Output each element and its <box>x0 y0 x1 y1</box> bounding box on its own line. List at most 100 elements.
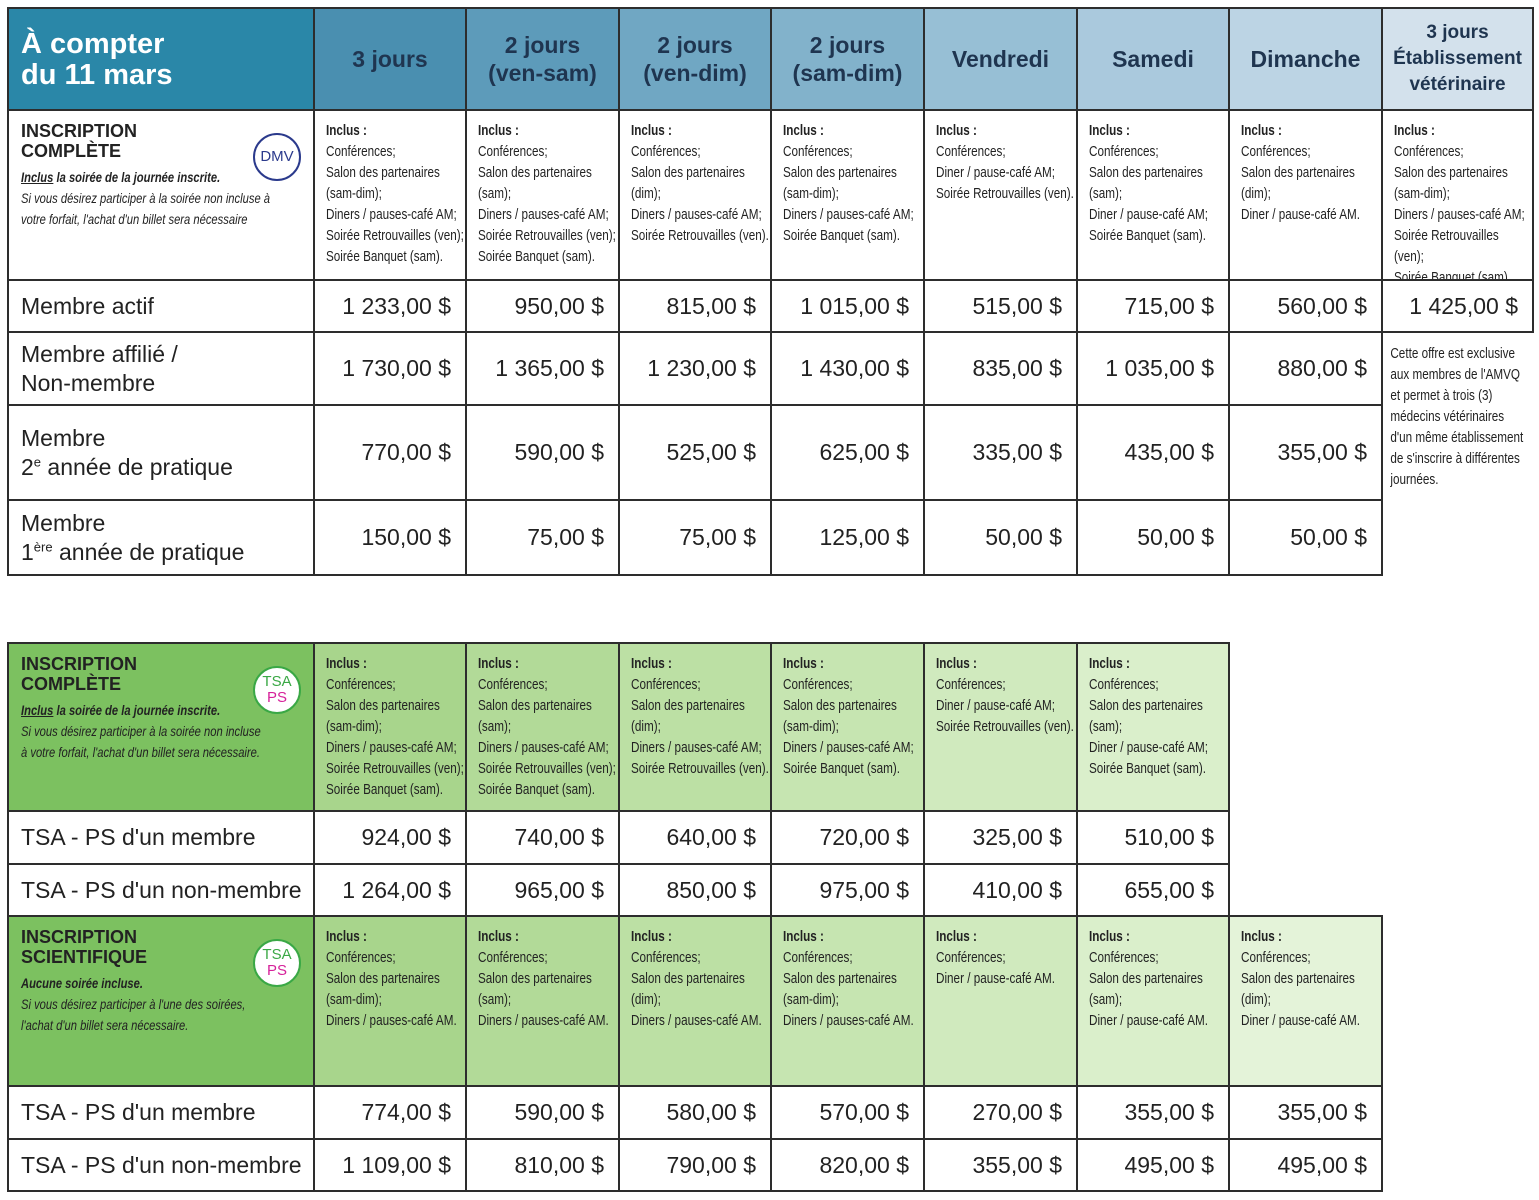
inclusion-cell: Inclus : Conférences; Salon des partenaire… <box>313 642 467 812</box>
price-cell: 1 035,00 $ <box>1076 331 1230 406</box>
price-text: 1 264,00 $ <box>342 876 451 903</box>
price-text: 835,00 $ <box>972 355 1062 381</box>
inclusion-item: Soirée Banquet (sam). <box>326 248 444 265</box>
inclusion-item: Soirée Retrouvailles (ven). <box>936 718 1074 735</box>
inclusion-item: Salon des partenaires <box>478 970 592 987</box>
row-label: Membre affilié / Non-membre <box>7 331 315 406</box>
label-text: Membre <box>21 424 106 451</box>
row-label-line: 1ère année de pratique <box>21 538 313 567</box>
price-cell: 570,00 $ <box>770 1085 925 1140</box>
inclusion-item: Diners / pauses-café AM; <box>478 739 609 756</box>
corner-line: À compter <box>21 28 165 60</box>
inclusion-item: Salon des partenaires <box>326 164 440 181</box>
row-label-line: TSA - PS d'un non-membre <box>21 1151 313 1180</box>
price-cell: 510,00 $ <box>1076 810 1230 865</box>
price-text: 770,00 $ <box>361 439 451 465</box>
row-label: TSA - PS d'un membre <box>7 810 315 865</box>
inclusion-item: Soirée Retrouvailles (ven). <box>936 185 1074 202</box>
row-label-line: Membre <box>21 424 313 453</box>
price-text: 740,00 $ <box>514 824 604 850</box>
inclusion-item: Diner / pause-café AM. <box>1241 206 1361 223</box>
inclusion-item: Salon des partenaires <box>783 697 897 714</box>
price-text: 50,00 $ <box>985 524 1062 550</box>
inclusion-list: Inclus : Conférences; Salon des partenaire… <box>1241 926 1381 1031</box>
inclusion-item: Diner / pause-café AM; <box>1089 206 1209 223</box>
inclusion-heading: Inclus : <box>631 928 672 945</box>
price-cell: 525,00 $ <box>618 404 772 501</box>
price-cell: 1 430,00 $ <box>770 331 925 406</box>
column-header-line: Vendredi <box>951 46 1050 72</box>
column-header: 3 jours Établissement vétérinaire <box>1381 7 1534 111</box>
section-title: COMPLÈTE <box>21 674 122 694</box>
section-label: INSCRIPTION COMPLÈTE DMV Inclus la soirée d… <box>7 109 315 281</box>
row-label-line: Non-membre <box>21 369 313 398</box>
inclusion-cell: Inclus : Conférences; Salon des partenaire… <box>770 642 925 812</box>
inclusion-list: Inclus : Conférences; Salon des partenaire… <box>326 653 465 800</box>
price-text: 75,00 $ <box>527 524 604 550</box>
badge-text: TSA <box>262 673 292 690</box>
inclusion-list: Inclus : Conférences; Salon des partenaire… <box>1394 120 1532 279</box>
price-cell: 325,00 $ <box>923 810 1078 865</box>
inclusion-item: Diner / pause-café AM. <box>1241 1012 1361 1029</box>
note-bold: la soirée de la journée inscrite. <box>53 169 221 185</box>
inclusion-item: (sam-dim); <box>1394 185 1450 202</box>
inclusion-heading: Inclus : <box>1241 122 1282 139</box>
inclusion-item: Soirée Banquet (sam). <box>326 781 444 798</box>
price-text: 590,00 $ <box>514 1099 604 1125</box>
inclusion-item: Salon des partenaires <box>783 970 897 987</box>
price-cell: 655,00 $ <box>1076 863 1230 917</box>
price-cell: 820,00 $ <box>770 1138 925 1192</box>
note-lead: Aucune soirée incluse. <box>21 973 303 994</box>
inclusion-item: Salon des partenaires <box>631 970 745 987</box>
price-text: 720,00 $ <box>819 824 909 850</box>
label-text: TSA - PS d'un membre <box>21 1099 256 1125</box>
price-cell: 880,00 $ <box>1228 331 1383 406</box>
price-text: 510,00 $ <box>1124 824 1214 850</box>
inclusion-cell: Inclus : Conférences; Salon des partenaire… <box>770 109 925 281</box>
inclusion-heading: Inclus : <box>783 655 824 672</box>
price-text: 355,00 $ <box>972 1151 1062 1178</box>
badge-text: PS <box>266 962 287 979</box>
column-header: 3 jours <box>313 7 467 111</box>
inclusion-item: Diners / pauses-café AM; <box>631 206 762 223</box>
inclusion-item: (dim); <box>1241 991 1271 1008</box>
note-line: l'achat d'un billet sera nécessaire. <box>21 1017 189 1033</box>
note-line: votre forfait, l'achat d'un billet sera … <box>21 211 248 227</box>
inclusion-item: Conférences; <box>1241 143 1311 160</box>
inclusion-item: Soirée Retrouvailles (ven). <box>631 227 769 244</box>
price-text: 355,00 $ <box>1277 439 1367 465</box>
inclusion-list: Inclus : Conférences; Salon des partenaire… <box>783 926 923 1031</box>
price-cell: 495,00 $ <box>1228 1138 1383 1192</box>
section-title: COMPLÈTE <box>21 141 122 161</box>
price-text: 965,00 $ <box>514 876 604 903</box>
inclusion-item: Diners / pauses-café AM. <box>326 1012 457 1029</box>
inclusion-item: Conférences; <box>936 676 1006 693</box>
price-cell: 640,00 $ <box>618 810 772 865</box>
price-cell: 770,00 $ <box>313 404 467 501</box>
inclusion-heading: Inclus : <box>1089 655 1130 672</box>
price-cell: 790,00 $ <box>618 1138 772 1192</box>
price-text: 495,00 $ <box>1124 1151 1214 1178</box>
price-text: 355,00 $ <box>1124 1099 1214 1125</box>
inclusion-item: (sam-dim); <box>783 991 839 1008</box>
price-cell: 950,00 $ <box>465 279 620 333</box>
section-title: INSCRIPTION <box>21 927 138 947</box>
price-text: 335,00 $ <box>972 439 1062 465</box>
price-cell: 410,00 $ <box>923 863 1078 917</box>
inclusion-item: Salon des partenaires <box>1241 164 1355 181</box>
section-note: Inclus la soirée de la journée inscrite.… <box>21 700 303 763</box>
inclusion-cell: Inclus : Conférences; Salon des partenaire… <box>465 915 620 1087</box>
column-header-line: 3 jours <box>1426 22 1489 43</box>
inclusion-item: Diners / pauses-café AM. <box>783 1012 914 1029</box>
inclusion-list: Inclus : Conférences; Diner / pause-café A… <box>936 926 1076 989</box>
inclusion-item: Conférences; <box>631 949 701 966</box>
row-label: Membre 1ère année de pratique <box>7 499 315 576</box>
label-superscript: ère <box>33 538 53 554</box>
row-label-line: Membre actif <box>21 292 313 321</box>
inclusion-item: Conférences; <box>1089 949 1159 966</box>
price-text: 1 035,00 $ <box>1105 355 1214 381</box>
price-text: 880,00 $ <box>1277 355 1367 381</box>
price-text: 325,00 $ <box>972 824 1062 850</box>
note-line: Si vous désirez participer à la soirée n… <box>21 190 271 206</box>
price-text: 815,00 $ <box>666 292 756 319</box>
